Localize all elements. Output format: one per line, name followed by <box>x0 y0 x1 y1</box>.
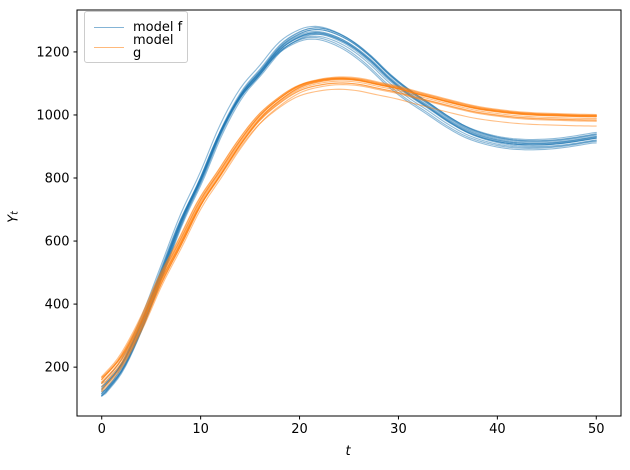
ensemble-line-model-g <box>101 84 597 393</box>
x-tick-label: 30 <box>390 422 407 437</box>
y-axis-label-subscript: t <box>9 211 21 215</box>
ensemble-line-model-f <box>101 30 597 397</box>
legend-label-model-f: model f <box>133 19 183 35</box>
ensemble-line-model-g <box>101 77 597 380</box>
series-group <box>101 25 597 397</box>
ensemble-line-model-f <box>101 33 597 393</box>
x-tick-label: 50 <box>588 422 605 437</box>
ensemble-line-model-f <box>101 36 597 395</box>
x-tick-label: 10 <box>192 422 209 437</box>
ensemble-line-model-f <box>101 31 597 396</box>
legend-item-model-g: model g <box>94 33 183 61</box>
y-tick-label: 200 <box>45 361 70 376</box>
x-tick-label: 40 <box>489 422 506 437</box>
legend-label-model-g: model g <box>133 33 174 61</box>
y-axis-label: Yt <box>7 211 22 223</box>
legend-item-model-f: model f <box>94 17 183 37</box>
ensemble-line-model-g <box>101 78 597 380</box>
legend: model f model g <box>84 11 188 63</box>
ensemble-line-model-f <box>101 29 597 397</box>
legend-line-sample-model-g <box>94 46 124 48</box>
x-tick-label: 0 <box>98 422 106 437</box>
y-tick-label: 400 <box>45 298 70 313</box>
y-axis-label-main: Y <box>6 214 22 223</box>
x-tick-label: 20 <box>291 422 308 437</box>
ensemble-line-model-f <box>101 27 597 394</box>
axes-frame <box>76 9 622 417</box>
ensemble-line-model-g <box>101 82 597 384</box>
y-tick-label: 1200 <box>36 45 69 60</box>
ensemble-line-model-f <box>101 38 597 390</box>
ensemble-line-model-g <box>101 76 597 378</box>
ensemble-line-model-f <box>101 33 597 390</box>
y-tick-label: 600 <box>45 235 70 250</box>
ensemble-line-model-f <box>101 32 597 388</box>
ensemble-line-model-f <box>101 32 597 387</box>
x-axis-label: t <box>345 444 351 459</box>
y-tick-label: 800 <box>45 172 70 187</box>
legend-line-sample-model-f <box>94 26 124 28</box>
y-tick-label: 1000 <box>36 108 69 123</box>
